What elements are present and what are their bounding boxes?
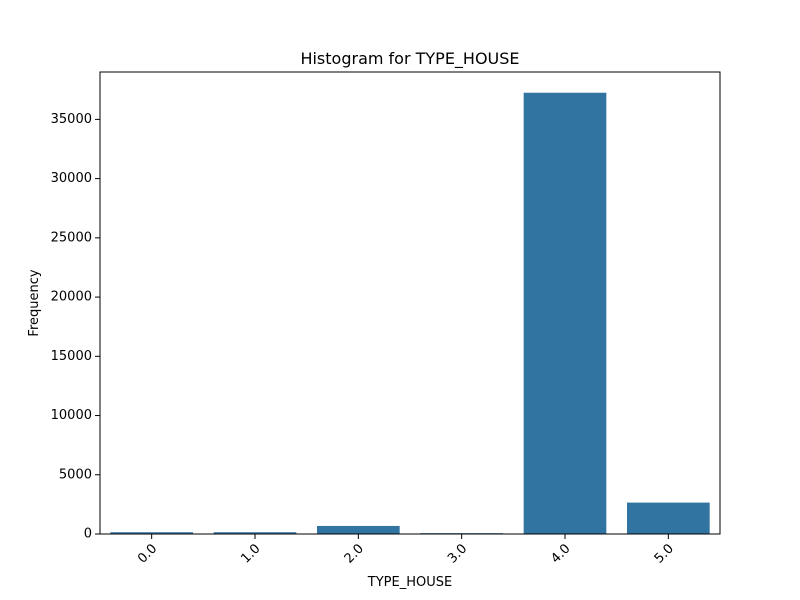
x-tick-label: 5.0 xyxy=(652,541,677,566)
bar-4-0 xyxy=(523,92,607,534)
bar-0-0 xyxy=(110,532,193,534)
y-tick-label: 25000 xyxy=(51,230,92,245)
bars-group xyxy=(110,92,710,534)
x-tick-label: 4.0 xyxy=(548,541,573,566)
x-axis-label: TYPE_HOUSE xyxy=(367,575,452,590)
bar-2-0 xyxy=(317,525,400,534)
y-tick-label: 20000 xyxy=(51,290,92,305)
y-tick-label: 35000 xyxy=(51,112,92,127)
x-tick-label: 2.0 xyxy=(342,541,367,566)
y-tick-label: 30000 xyxy=(51,171,92,186)
x-tick-label: 3.0 xyxy=(445,541,470,566)
x-tick-label: 0.0 xyxy=(135,541,160,566)
y-tick-label: 10000 xyxy=(51,408,92,423)
x-axis-ticks: 0.0 1.0 2.0 3.0 4.0 5.0 xyxy=(135,534,677,567)
y-axis-label: Frequency xyxy=(27,269,42,336)
y-axis-ticks: 0 5000 10000 15000 20000 25000 30000 35000 xyxy=(51,112,100,542)
y-tick-label: 15000 xyxy=(51,349,92,364)
bar-5-0 xyxy=(627,502,710,534)
y-tick-label: 0 xyxy=(84,527,92,542)
plot-frame xyxy=(99,71,721,535)
chart-title: Histogram for TYPE_HOUSE xyxy=(300,49,519,69)
bar-1-0 xyxy=(213,532,297,534)
x-tick-label: 1.0 xyxy=(238,541,263,566)
y-tick-label: 5000 xyxy=(59,467,92,482)
